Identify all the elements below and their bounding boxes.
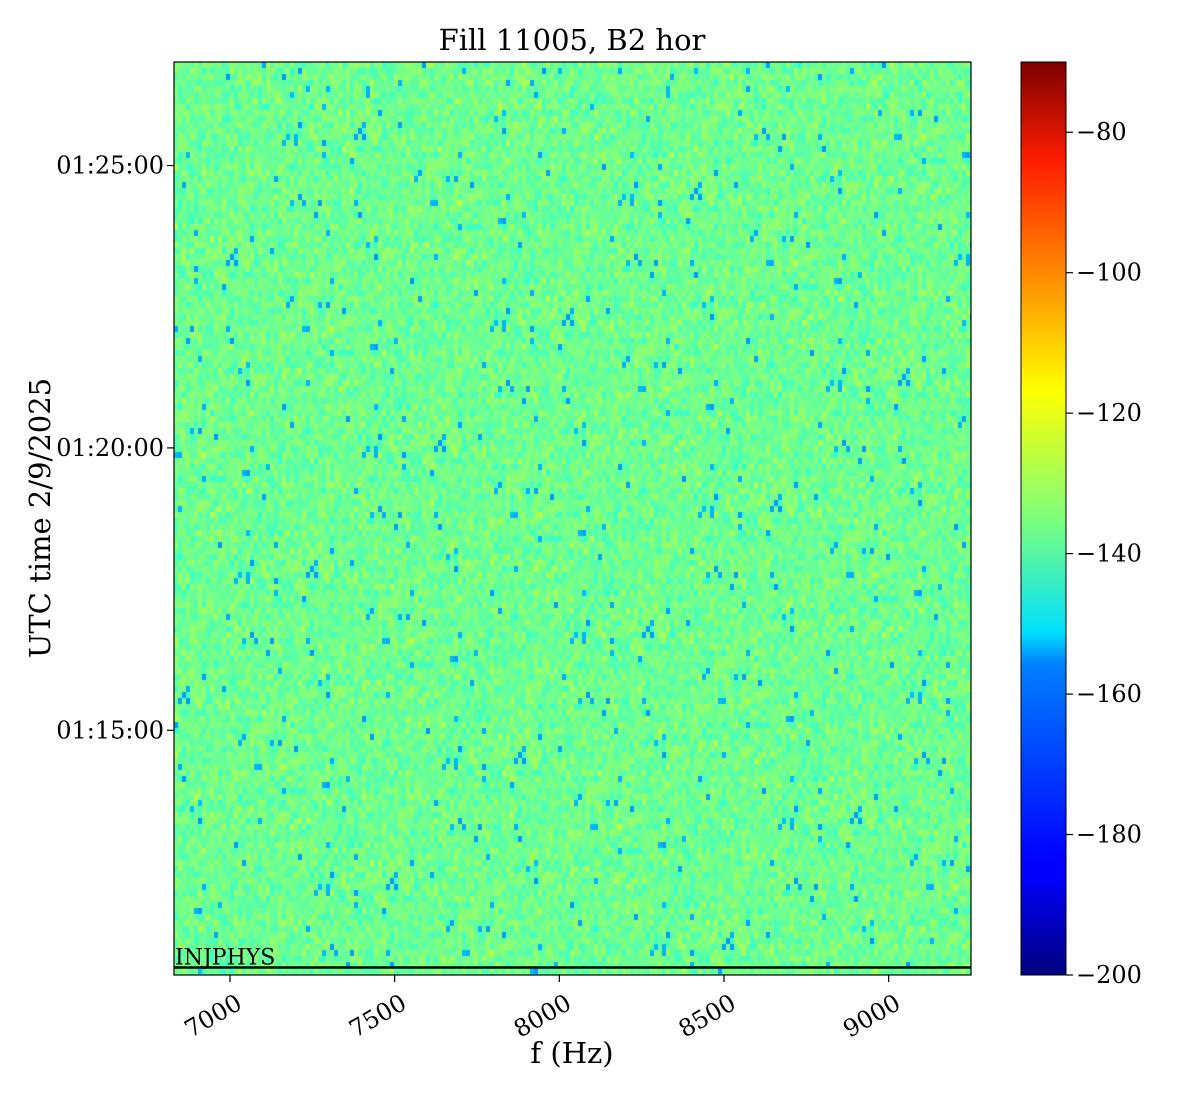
- y-axis-label: UTC time 2/9/2025: [23, 378, 57, 658]
- colorbar-tick-label: −140: [1076, 540, 1142, 568]
- colorbar-tick-label: −120: [1076, 399, 1142, 427]
- colorbar-gradient: [1020, 61, 1067, 976]
- x-axis-ticks: 7000 7500 8000 8500 9000: [180, 975, 905, 1044]
- colorbar-tick-label: −200: [1076, 961, 1142, 989]
- x-tick-label: 7500: [344, 989, 411, 1044]
- colorbar: −200 −180 −160 −140 −120 −100 −80: [1020, 61, 1142, 989]
- x-tick-label: 7000: [180, 989, 247, 1044]
- colorbar-ticks: −200 −180 −160 −140 −120 −100 −80: [1066, 118, 1142, 989]
- colorbar-tick-label: −160: [1076, 680, 1142, 708]
- y-axis-ticks: 01:15:00 01:20:00 01:25:00: [56, 152, 174, 744]
- colorbar-tick-label: −80: [1076, 118, 1127, 146]
- x-axis-label: f (Hz): [530, 1036, 613, 1070]
- annotation-label: INJPHYS: [175, 945, 275, 970]
- colorbar-tick-label: −180: [1076, 821, 1142, 849]
- plot-frame: [173, 61, 972, 976]
- x-tick-label: 8500: [674, 989, 741, 1044]
- x-tick-label: 9000: [838, 989, 905, 1044]
- y-tick-label: 01:25:00: [56, 152, 164, 180]
- chart-title: Fill 11005, B2 hor: [439, 23, 706, 57]
- colorbar-tick-label: −100: [1076, 259, 1142, 287]
- y-tick-label: 01:15:00: [56, 716, 164, 744]
- y-tick-label: 01:20:00: [56, 434, 164, 462]
- annotations: INJPHYS: [174, 945, 971, 970]
- heatmap-cells: [174, 62, 971, 975]
